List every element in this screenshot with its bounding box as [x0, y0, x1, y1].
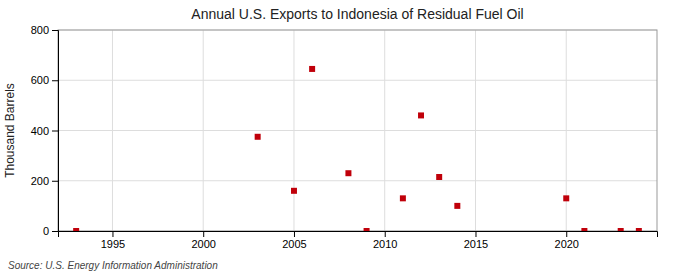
tick: 2015: [464, 231, 488, 250]
point: [73, 228, 79, 231]
point: [364, 228, 370, 231]
tick-label: 800: [31, 24, 49, 36]
point: [454, 203, 460, 209]
tick-mark: [52, 131, 58, 132]
point: [345, 170, 351, 176]
point: [418, 112, 424, 118]
point: [436, 174, 442, 180]
point: [255, 134, 261, 140]
plot: 1995 2000 2005 2010 2015 2020 0 200 400 600 800: [31, 24, 658, 250]
tick-mark: [385, 231, 386, 237]
point: [563, 195, 569, 201]
tick-label: 2005: [282, 238, 306, 250]
point: [291, 188, 297, 194]
point: [581, 228, 587, 231]
tick-label: 0: [43, 225, 49, 237]
tick-label: 2010: [373, 238, 397, 250]
title: Annual U.S. Exports to Indonesia of Resi…: [191, 6, 523, 22]
tick-mark: [52, 231, 58, 232]
chart-svg: 1995 2000 2005 2010 2015 2020 0 200 400 600 800 Ann…: [0, 0, 675, 275]
tick-mark: [52, 30, 58, 31]
source-note: Source: U.S. Energy Information Administ…: [8, 260, 218, 271]
tick-mark: [203, 231, 204, 237]
tick: 2020: [555, 231, 579, 250]
y-axis-label: Thousand Barrels: [3, 83, 17, 178]
axis-line: [52, 31, 59, 232]
tick: 2000: [191, 231, 215, 250]
tick: 1995: [101, 231, 125, 250]
x-axis: 1995 2000 2005 2010 2015 2020: [59, 231, 658, 250]
tick-label: 2000: [191, 238, 215, 250]
axis-line: [59, 232, 658, 238]
tick-label: 200: [31, 175, 49, 187]
tick-mark: [52, 181, 58, 182]
grid: [58, 30, 657, 231]
tick-label: 2015: [464, 238, 488, 250]
tick: 2010: [373, 231, 397, 250]
tick: 2005: [282, 231, 306, 250]
tick-label: 400: [31, 125, 49, 137]
point: [636, 228, 642, 231]
points: [73, 66, 642, 231]
plot-frame: [58, 30, 657, 231]
tick-mark: [112, 231, 113, 237]
tick-mark: [294, 231, 295, 237]
point: [309, 66, 315, 72]
tick: 800: [31, 24, 58, 36]
tick: 200: [31, 175, 58, 187]
point: [400, 195, 406, 201]
grid-line: [58, 180, 657, 181]
tick-mark: [475, 231, 476, 237]
tick: 400: [31, 125, 58, 137]
point: [618, 228, 624, 231]
tick: 0: [43, 225, 58, 237]
tick-mark: [52, 80, 58, 81]
grid-line: [58, 80, 657, 81]
tick-label: 1995: [101, 238, 125, 250]
tick-mark: [566, 231, 567, 237]
tick-label: 2020: [555, 238, 579, 250]
chart-container: 1995 2000 2005 2010 2015 2020 0 200 400 600 800 Ann…: [0, 0, 675, 275]
y-axis: 0 200 400 600 800: [31, 24, 59, 237]
grid-line: [58, 130, 657, 131]
tick: 600: [31, 74, 58, 86]
tick-label: 600: [31, 74, 49, 86]
